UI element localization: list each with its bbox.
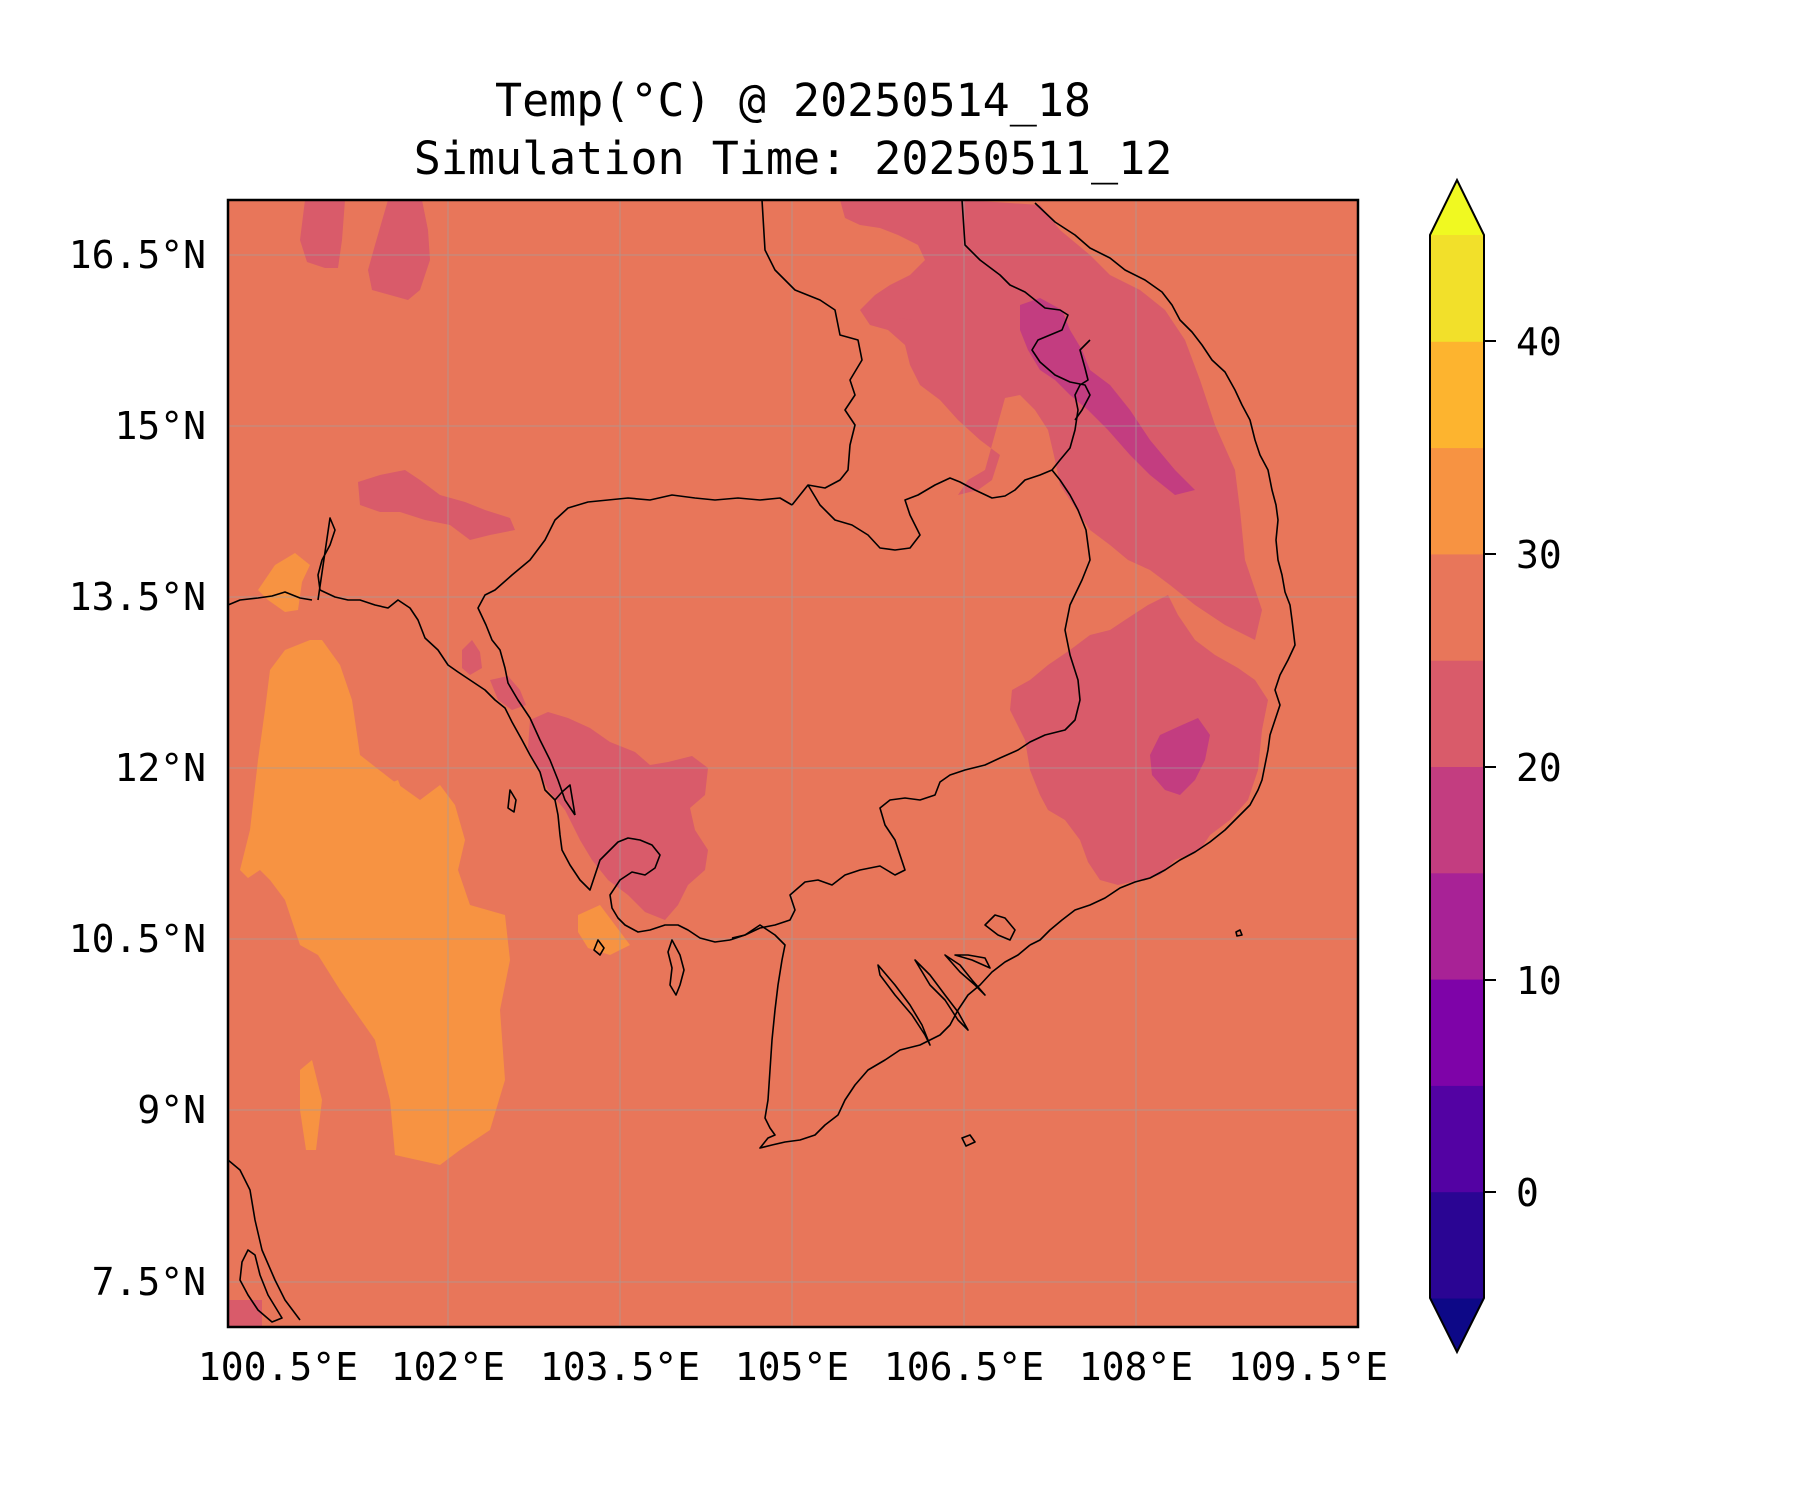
delta-river1 xyxy=(877,964,931,1046)
colorbar-tick-label: 10 xyxy=(1516,959,1562,1003)
island-small1 xyxy=(593,939,605,956)
border-thailand-laos xyxy=(761,200,863,506)
cool-zone-north2 xyxy=(300,200,345,268)
map-frame xyxy=(226,198,1360,1329)
coastline-sw-island xyxy=(239,1249,283,1323)
border-laos-vietnam xyxy=(961,200,1091,421)
lon-tick-labels: 100.5°E 102°E 103.5°E 105°E 106.5°E 108°… xyxy=(198,1345,1388,1389)
lon-tick-label: 108°E xyxy=(1079,1345,1193,1389)
border-laos-cambodia-vietnam xyxy=(807,339,1091,551)
colorbar-outline xyxy=(1429,177,1485,1355)
colorbar-band xyxy=(1430,1085,1484,1193)
cold-zones xyxy=(1020,298,1210,795)
colorbar-band xyxy=(1430,235,1484,342)
colorbar-band xyxy=(1430,447,1484,555)
island-phu-quoc xyxy=(667,939,685,996)
lat-tick-label: 7.5°N xyxy=(92,1260,206,1304)
colorbar: 40 30 20 10 0 xyxy=(1429,177,1562,1355)
delta-river4 xyxy=(954,954,991,969)
border-thailand-cambodia xyxy=(477,494,793,816)
lat-tick-label: 9°N xyxy=(137,1088,206,1132)
lat-tick-label: 16.5°N xyxy=(69,233,206,277)
warm-zone-gulf xyxy=(240,640,510,1165)
delta-river5 xyxy=(984,914,1016,941)
colorbar-band xyxy=(1430,660,1484,767)
coastline-vietnam-east xyxy=(1029,202,1296,946)
warm-zone-small1 xyxy=(300,1060,322,1150)
colorbar-extend-over xyxy=(1430,181,1484,235)
colorbar-band xyxy=(1430,872,1484,980)
lat-tick-label: 10.5°N xyxy=(69,917,206,961)
colorbar-tick-label: 40 xyxy=(1516,320,1562,364)
colorbar-band xyxy=(1430,766,1484,874)
colorbar-band xyxy=(1430,1191,1484,1299)
lat-tick-labels: 16.5°N 15°N 13.5°N 12°N 10.5°N 9°N 7.5°N xyxy=(69,233,206,1304)
coastline-thai-gulf-east xyxy=(317,517,556,801)
cool-zone-cardamom xyxy=(528,712,708,920)
lon-tick-label: 103.5°E xyxy=(540,1345,700,1389)
chart-title-line1: Temp(°C) @ 20250514_18 xyxy=(494,74,1092,127)
lat-tick-label: 12°N xyxy=(114,746,206,790)
colorbar-band xyxy=(1430,979,1484,1086)
island-kong xyxy=(507,789,517,813)
cool-zone-sw-corner xyxy=(228,1300,262,1327)
coastline-mekong-delta xyxy=(731,924,1031,1149)
cool-zone-west-lobe xyxy=(462,640,482,675)
chart-title-line2: Simulation Time: 20250511_12 xyxy=(413,132,1173,185)
coastline-cambodia xyxy=(554,784,731,943)
cool-zone-north1 xyxy=(368,200,430,300)
colorbar-tick-label: 0 xyxy=(1516,1171,1539,1215)
lon-tick-label: 109.5°E xyxy=(1228,1345,1388,1389)
lon-tick-label: 105°E xyxy=(735,1345,849,1389)
gridlines xyxy=(228,200,1358,1327)
colorbar-band xyxy=(1430,341,1484,449)
cool-zone-annamite xyxy=(840,200,1262,640)
border-cambodia-vietnam xyxy=(729,469,1091,941)
colorbar-tick-labels: 40 30 20 10 0 xyxy=(1516,320,1562,1215)
delta-river3 xyxy=(944,954,986,996)
lon-tick-label: 106.5°E xyxy=(884,1345,1044,1389)
lat-tick-label: 15°N xyxy=(114,404,206,448)
island-con-dao xyxy=(961,1134,976,1147)
borders-coastlines xyxy=(228,200,1296,1323)
colorbar-segments xyxy=(1430,181,1484,1352)
cool-zones xyxy=(228,200,1268,1327)
colorbar-band xyxy=(1430,553,1484,661)
coastline-sw-peninsula xyxy=(228,1159,301,1321)
colorbar-tick-label: 30 xyxy=(1516,533,1562,577)
island-spratly-dot xyxy=(1235,929,1243,937)
colorbar-ticks xyxy=(1484,340,1496,1193)
colorbar-tick-label: 20 xyxy=(1516,746,1562,790)
warm-zone-small3 xyxy=(385,780,405,803)
lat-tick-label: 13.5°N xyxy=(69,575,206,619)
cool-zone-laos-isle xyxy=(895,283,918,320)
lon-tick-label: 100.5°E xyxy=(198,1345,358,1389)
colorbar-extend-under xyxy=(1430,1298,1484,1352)
warm-zone-small2 xyxy=(578,905,630,955)
lon-tick-label: 102°E xyxy=(391,1345,505,1389)
cold-zone-north xyxy=(1020,298,1195,495)
delta-river2 xyxy=(914,959,969,1031)
cool-zone-dangrek xyxy=(358,470,515,540)
cool-zone-west-lobe2 xyxy=(490,676,526,710)
cold-zone-south xyxy=(1150,718,1210,795)
coastline-thai-west xyxy=(228,591,313,606)
map-panel xyxy=(228,200,1358,1327)
